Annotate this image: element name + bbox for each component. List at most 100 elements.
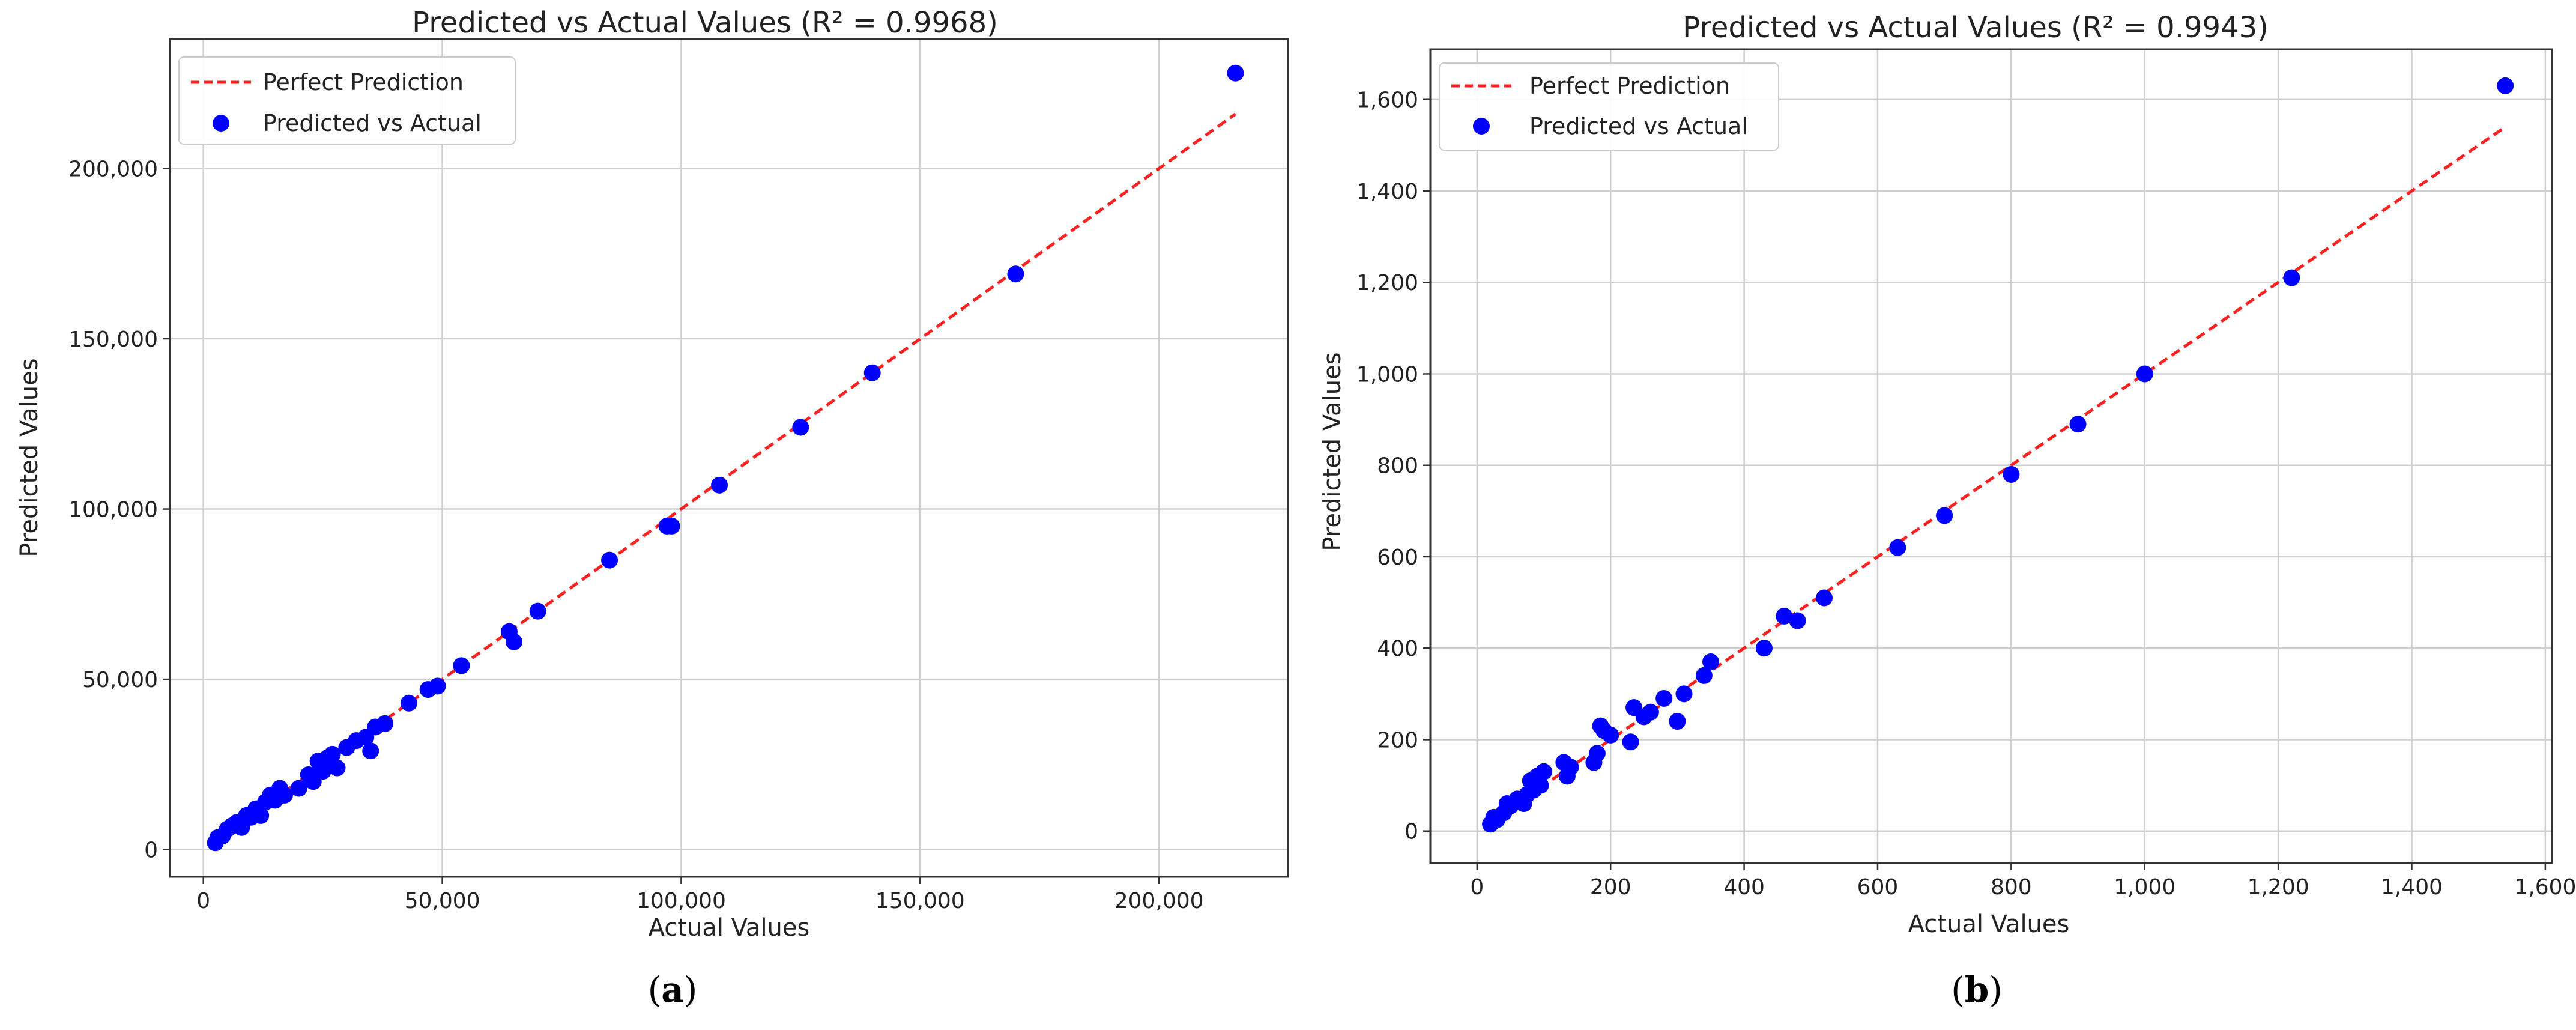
chart-a-data-point [252,807,270,824]
chart-b-title: Predicted vs Actual Values (R² = 0.9943) [1683,11,2269,44]
chart-a-y-tick-label: 200,000 [68,157,158,181]
chart-a-x-tick-label: 100,000 [636,889,726,913]
chart-b: Predicted vs Actual Values (R² = 0.9943)… [1319,11,2576,1010]
chart-a-x-axis-label: Actual Values [649,914,810,942]
chart-a-data-point [1007,265,1024,283]
chart-b-legend: Perfect Prediction Predicted vs Actual [1439,62,1779,151]
chart-b-panel-letter: b [1965,969,1989,1010]
chart-a-x-tick-label: 150,000 [875,889,965,913]
chart-b-x-tick-label: 0 [1470,875,1484,900]
chart-b-y-tick-label: 1,000 [1356,362,1418,387]
chart-a-legend-box [178,56,516,145]
chart-a-data-point [362,742,379,760]
chart-b-y-tick-label: 800 [1377,454,1418,479]
chart-b-data-point [1535,763,1553,780]
chart-b-x-tick-label: 1,000 [2114,875,2175,900]
chart-b-x-tick-label: 1,400 [2381,875,2443,900]
chart-b-x-ticks: 0 200 400 600 800 1,000 1,200 1,400 1,600 [1470,863,2576,900]
chart-a-x-tick-label: 0 [196,889,210,913]
chart-a-legend-label-points: Predicted vs Actual [263,110,482,136]
chart-a-data-point [314,763,331,780]
chart-a-data-point [400,694,417,712]
chart-a-panel-label: (a) [648,969,698,1010]
chart-b-data-point [1695,667,1713,684]
chart-b-data-point [1588,745,1606,762]
chart-b-data-point [1755,640,1773,657]
chart-b-data-point [2003,465,2020,483]
chart-a-legend-marker [213,115,229,132]
chart-b-x-axis-label: Actual Values [1908,910,2070,938]
chart-b-data-point [1816,589,1833,607]
chart-a-data-point [324,745,341,763]
chart-b-legend-label-points: Predicted vs Actual [1529,113,1748,139]
chart-a-x-ticks: 0 50,000 100,000 150,000 200,000 [196,877,1204,913]
chart-b-legend-label-line: Perfect Prediction [1529,73,1730,99]
chart-a-data-point [328,759,346,777]
chart-b-x-tick-label: 1,200 [2248,875,2309,900]
chart-a-title: Predicted vs Actual Values (R² = 0.9968) [412,6,998,40]
chart-a-legend: Perfect Prediction Predicted vs Actual [178,56,516,145]
chart-b-data-point [1602,726,1619,744]
chart-a-data-point [663,517,680,535]
chart-a-grid [170,39,1288,877]
chart-a-perfect-prediction-segment [214,112,1236,843]
chart-b-data-point [1889,539,1906,556]
chart-b-grid [1430,49,2552,863]
chart-b-panel-label: (b) [1951,969,2003,1010]
chart-b-y-tick-label: 1,600 [1356,88,1418,113]
chart-b-x-tick-label: 600 [1857,875,1899,900]
chart-b-data-point [1655,689,1673,707]
chart-b-scatter-points [1482,77,2514,833]
chart-a-data-point [601,551,618,569]
chart-a-data-point [792,419,809,436]
chart-b-y-tick-label: 400 [1377,637,1418,661]
chart-b-data-point [1669,713,1686,730]
chart-b-data-point [1675,685,1693,703]
chart-b-y-tick-label: 1,200 [1356,271,1418,295]
chart-b-data-point [1776,607,1793,625]
chart-a: Predicted vs Actual Values (R² = 0.9968)… [16,6,1289,1010]
chart-a-data-point [276,786,293,804]
chart-a-data-point [711,476,728,494]
chart-b-data-point [2497,77,2514,94]
chart-a-y-tick-label: 0 [144,838,158,863]
chart-b-x-tick-label: 400 [1723,875,1765,900]
chart-a-data-point [376,715,394,732]
chart-b-y-tick-label: 1,400 [1356,180,1418,204]
chart-a-panel-letter: a [661,969,684,1010]
chart-b-data-point [2283,269,2300,286]
chart-b-plot-frame [1429,48,2553,864]
chart-b-data-point [1702,653,1719,671]
chart-b-x-tick-label: 200 [1590,875,1631,900]
chart-a-legend-label-line: Perfect Prediction [263,69,464,95]
chart-a-y-axis-label: Predicted Values [16,358,43,557]
chart-b-data-point [1642,703,1659,721]
chart-a-plot-frame [169,38,1289,878]
chart-a-y-ticks: 0 50,000 100,000 150,000 200,000 [68,157,170,863]
chart-b-data-point [2136,365,2153,383]
chart-b-x-tick-label: 1,600 [2514,875,2576,900]
chart-b-x-tick-label: 800 [1991,875,2032,900]
chart-b-data-point [1562,759,1579,776]
chart-b-data-point [2069,416,2087,433]
chart-b-y-tick-label: 200 [1377,728,1418,753]
chart-a-data-point [453,657,470,674]
chart-a-x-tick-label: 50,000 [405,889,480,913]
chart-b-y-axis-label: Predicted Values [1319,352,1346,551]
chart-a-x-tick-label: 200,000 [1114,889,1204,913]
chart-a-perfect-prediction-line [214,112,1236,843]
chart-b-data-point [1532,777,1549,794]
chart-a-data-point [429,677,446,695]
chart-b-data-point [1936,507,1953,524]
chart-b-y-ticks: 0 200 400 600 800 1,000 1,200 1,400 1,600 [1356,88,1430,844]
chart-a-y-tick-label: 100,000 [68,498,158,523]
chart-a-y-tick-label: 150,000 [68,327,158,352]
chart-a-data-point [529,602,546,620]
chart-b-data-point [1789,612,1806,629]
chart-b-data-point [1622,733,1639,751]
chart-a-y-tick-label: 50,000 [82,668,158,692]
chart-b-legend-marker [1473,118,1490,135]
chart-a-data-point [505,633,522,650]
chart-a-data-point [290,780,307,797]
